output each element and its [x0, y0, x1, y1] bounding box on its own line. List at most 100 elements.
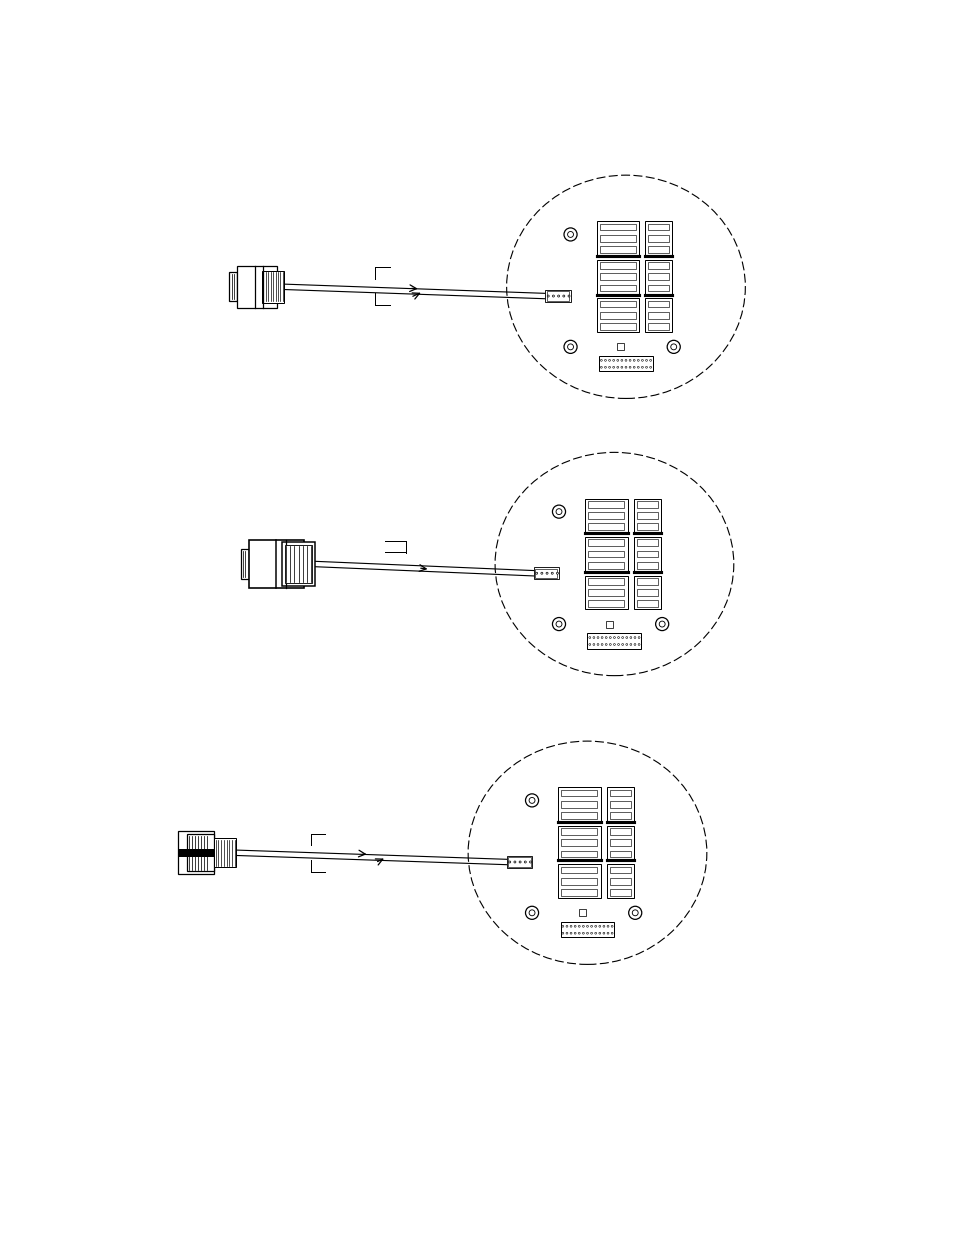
- Bar: [617, 343, 623, 351]
- Bar: [636, 562, 657, 568]
- Bar: [560, 878, 597, 884]
- Circle shape: [529, 861, 531, 863]
- Circle shape: [561, 925, 563, 927]
- Bar: [609, 840, 630, 846]
- Bar: [229, 272, 237, 301]
- Circle shape: [640, 367, 642, 368]
- Bar: [560, 923, 614, 937]
- Bar: [636, 551, 657, 557]
- Circle shape: [578, 932, 579, 934]
- Bar: [648, 235, 668, 242]
- Circle shape: [597, 636, 598, 638]
- Circle shape: [604, 643, 606, 646]
- Circle shape: [552, 295, 554, 298]
- Bar: [558, 826, 600, 860]
- Circle shape: [508, 861, 510, 863]
- Circle shape: [588, 643, 590, 646]
- Circle shape: [602, 932, 604, 934]
- Circle shape: [599, 359, 601, 362]
- Circle shape: [608, 367, 610, 368]
- Bar: [558, 864, 600, 898]
- Circle shape: [574, 925, 576, 927]
- Bar: [636, 540, 657, 546]
- Bar: [599, 300, 636, 308]
- Circle shape: [600, 643, 602, 646]
- Bar: [633, 499, 659, 532]
- Circle shape: [599, 367, 601, 368]
- Circle shape: [621, 643, 623, 646]
- Circle shape: [525, 794, 538, 806]
- Circle shape: [609, 643, 611, 646]
- Bar: [281, 542, 314, 585]
- Ellipse shape: [468, 741, 706, 965]
- Circle shape: [582, 925, 583, 927]
- Circle shape: [617, 359, 618, 362]
- Bar: [588, 589, 624, 595]
- Bar: [609, 867, 630, 873]
- Circle shape: [637, 359, 639, 362]
- Bar: [177, 848, 213, 857]
- Bar: [241, 548, 249, 579]
- Circle shape: [557, 295, 559, 298]
- Bar: [558, 787, 600, 821]
- Bar: [560, 889, 597, 895]
- Circle shape: [633, 367, 635, 368]
- Bar: [599, 312, 636, 319]
- Bar: [648, 300, 668, 308]
- Bar: [648, 224, 668, 231]
- Circle shape: [633, 359, 635, 362]
- Circle shape: [518, 861, 520, 863]
- Bar: [609, 851, 630, 857]
- Bar: [588, 540, 624, 546]
- Bar: [633, 537, 659, 571]
- Circle shape: [649, 359, 651, 362]
- Bar: [644, 299, 672, 332]
- Ellipse shape: [495, 452, 733, 676]
- Bar: [187, 848, 213, 857]
- Circle shape: [602, 925, 604, 927]
- Bar: [599, 246, 636, 253]
- Circle shape: [624, 359, 626, 362]
- Bar: [588, 551, 624, 557]
- Circle shape: [529, 910, 535, 916]
- Bar: [648, 273, 668, 280]
- Bar: [599, 285, 636, 291]
- Bar: [598, 356, 652, 372]
- Circle shape: [556, 572, 558, 574]
- Circle shape: [634, 643, 636, 646]
- Circle shape: [594, 925, 596, 927]
- Circle shape: [621, 636, 623, 638]
- Circle shape: [617, 643, 618, 646]
- Circle shape: [617, 636, 618, 638]
- Bar: [508, 857, 530, 867]
- Circle shape: [565, 932, 567, 934]
- Circle shape: [606, 925, 608, 927]
- Circle shape: [552, 618, 565, 631]
- Circle shape: [629, 636, 631, 638]
- Circle shape: [638, 636, 639, 638]
- Circle shape: [578, 925, 579, 927]
- Bar: [506, 856, 532, 868]
- Circle shape: [524, 861, 526, 863]
- Circle shape: [645, 367, 647, 368]
- Circle shape: [624, 367, 626, 368]
- Circle shape: [562, 295, 564, 298]
- Bar: [648, 246, 668, 253]
- Bar: [544, 290, 570, 303]
- Bar: [284, 545, 312, 583]
- Bar: [588, 562, 624, 568]
- Bar: [599, 273, 636, 280]
- Circle shape: [611, 932, 613, 934]
- Bar: [648, 324, 668, 330]
- Circle shape: [590, 925, 592, 927]
- Circle shape: [606, 932, 608, 934]
- Circle shape: [608, 359, 610, 362]
- Bar: [609, 878, 630, 884]
- Bar: [599, 262, 636, 269]
- Circle shape: [594, 932, 596, 934]
- Circle shape: [613, 643, 615, 646]
- Bar: [588, 513, 624, 519]
- Bar: [609, 829, 630, 835]
- Circle shape: [600, 636, 602, 638]
- Circle shape: [551, 572, 553, 574]
